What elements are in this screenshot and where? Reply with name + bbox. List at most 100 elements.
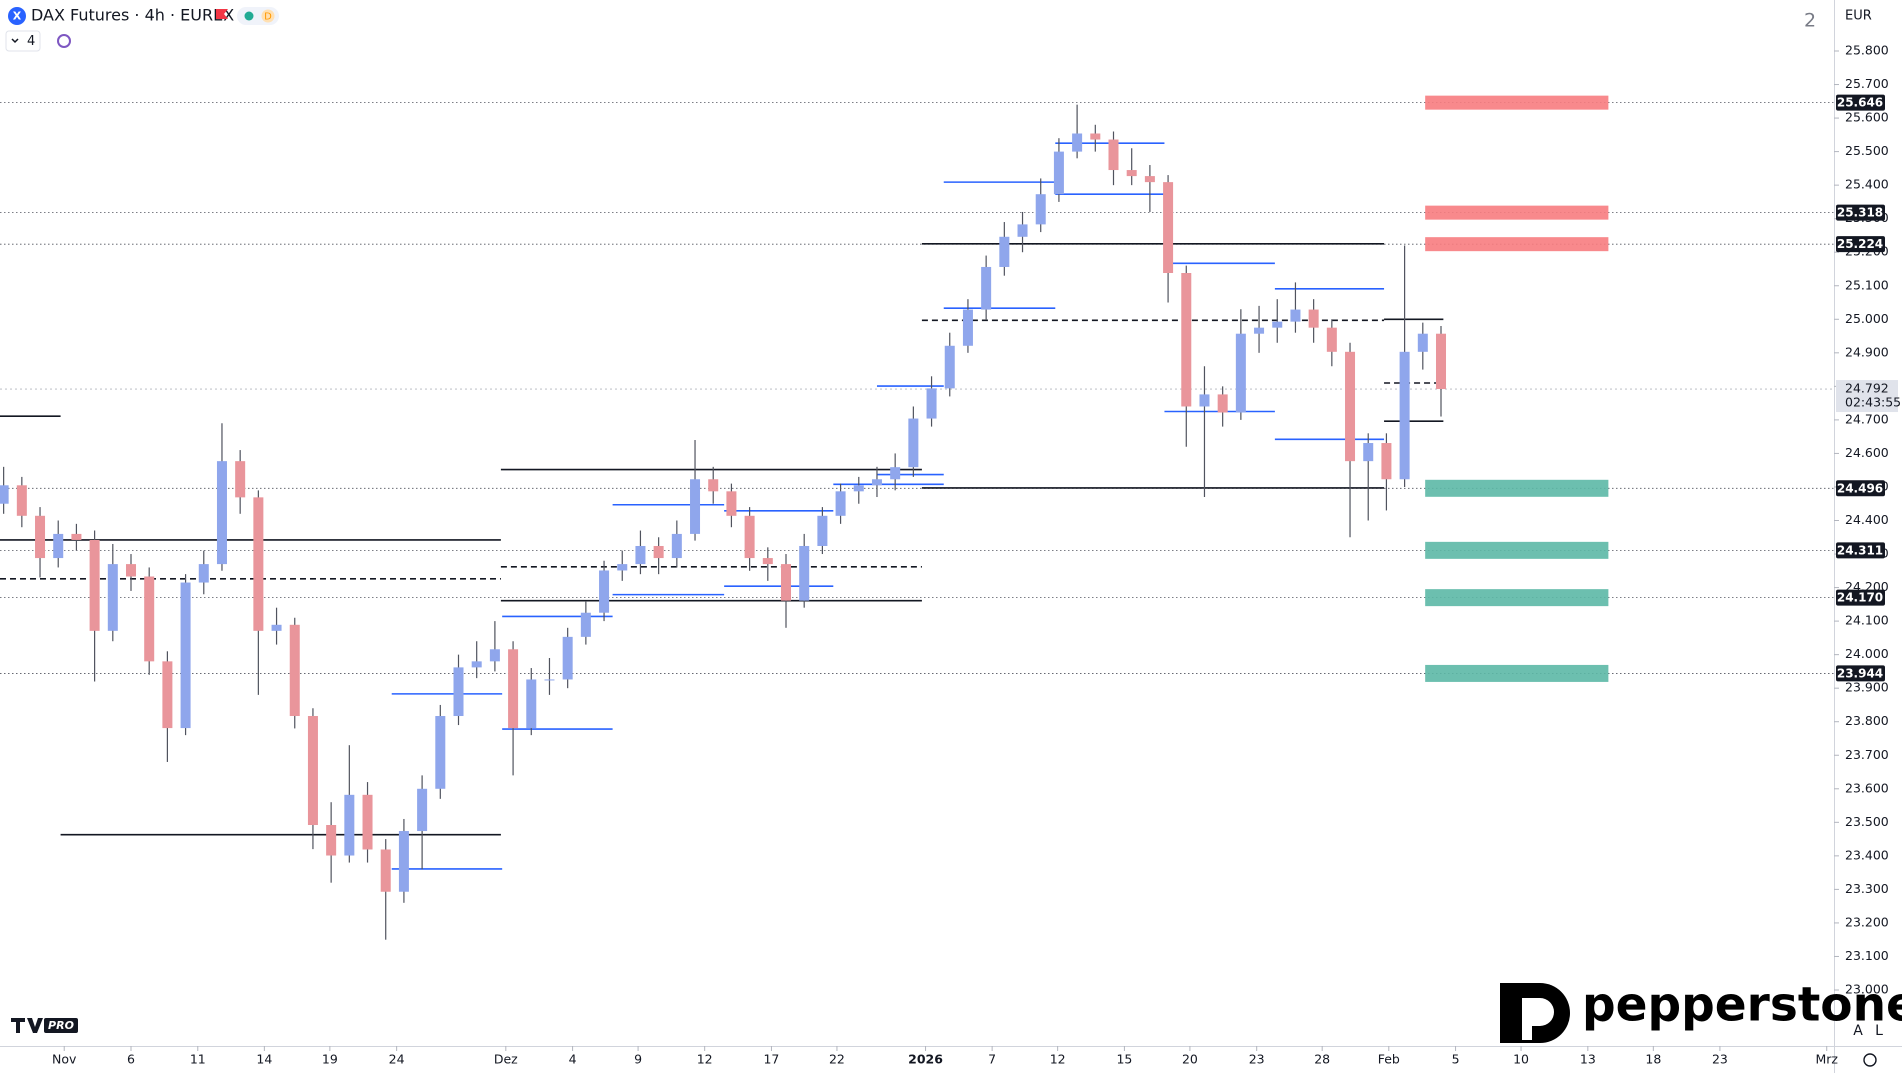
level-label-bg <box>1836 480 1885 497</box>
currency[interactable]: EUR <box>1845 9 1872 24</box>
candle-body <box>635 545 646 565</box>
symbol-icon <box>8 7 26 25</box>
candle-body <box>471 661 482 668</box>
candle-body <box>253 497 264 631</box>
tv-badge: PRO <box>48 1019 74 1032</box>
last-price-label: 24.792 <box>1845 381 1889 396</box>
candle-body <box>526 679 537 729</box>
candle-body <box>671 533 682 559</box>
x-tick-label: 13 <box>1580 1052 1596 1067</box>
y-tick-label: 23.300 <box>1845 881 1889 896</box>
level-label-bg <box>1836 94 1885 111</box>
indicator-button[interactable] <box>5 30 41 52</box>
candle-body <box>1090 133 1101 140</box>
tv-badge-bg <box>44 1018 78 1033</box>
sync-icon[interactable] <box>57 34 71 48</box>
candle-body <box>908 418 919 468</box>
zone <box>1425 541 1609 559</box>
candle-body <box>981 266 992 310</box>
y-tick-label: 25.500 <box>1845 143 1889 158</box>
x-tick-label: 24 <box>389 1052 405 1067</box>
candle-body <box>544 679 555 681</box>
symbol-icon-text: X <box>13 10 22 23</box>
level-label: 24.170 <box>1837 591 1883 605</box>
candle-body <box>1417 333 1428 352</box>
zone <box>1425 479 1609 497</box>
x-tick-label: Feb <box>1378 1052 1400 1067</box>
candle-body <box>1381 443 1392 480</box>
broker-logo: pepperstone <box>1500 978 1902 1043</box>
zone <box>1425 237 1609 252</box>
candle-body <box>398 831 409 892</box>
indicator-toggle[interactable]: 4 <box>5 30 71 52</box>
candle-body <box>1235 333 1246 413</box>
zone <box>1425 589 1609 607</box>
candle-body <box>1017 224 1028 237</box>
candle-body <box>599 570 610 613</box>
candle-body <box>1072 133 1083 152</box>
candle-body <box>890 467 901 480</box>
candle-body <box>653 545 664 559</box>
y-tick-label: 24.700 <box>1845 411 1889 426</box>
candle-body <box>690 479 701 534</box>
level-label-bg <box>1836 542 1885 559</box>
candle-body <box>1108 139 1119 171</box>
logo-text: pepperstone <box>1582 978 1902 1033</box>
zone <box>1425 664 1609 682</box>
badge-text: D <box>264 12 272 23</box>
x-tick-label: 12 <box>1050 1052 1066 1067</box>
candle-body <box>1181 273 1192 407</box>
candle-body <box>417 788 428 832</box>
level-label-bg <box>1836 236 1885 253</box>
y-tick-label: 25.600 <box>1845 110 1889 125</box>
tv-logo: PRO <box>11 1018 78 1033</box>
candle-body <box>835 491 846 516</box>
level-label-bg <box>1836 204 1885 221</box>
x-tick-label: 18 <box>1645 1052 1661 1067</box>
candle-body <box>1254 327 1265 334</box>
candle-body <box>726 491 737 516</box>
symbol-title[interactable]: DAX Futures · 4h · EUREX <box>31 6 234 25</box>
zone <box>1425 205 1609 220</box>
candle-body <box>35 515 46 559</box>
candle-body <box>362 794 373 850</box>
candle-body <box>125 564 137 577</box>
header[interactable]: X DAX Futures · 4h · EUREX D <box>8 6 279 26</box>
log-scale[interactable]: L <box>1875 1023 1883 1039</box>
candle-body <box>198 564 209 583</box>
x-tick-label: 23 <box>1249 1052 1265 1067</box>
candle-body <box>1399 351 1410 480</box>
candle-body <box>1345 351 1356 462</box>
candle-body <box>289 624 300 717</box>
zone <box>1425 95 1609 110</box>
candle-body <box>853 485 864 492</box>
auto-scale[interactable]: A <box>1853 1023 1863 1039</box>
y-tick-label: 25.400 <box>1845 177 1889 192</box>
level-label: 24.311 <box>1837 543 1883 557</box>
candle-body <box>562 636 573 680</box>
candle-body <box>708 479 719 492</box>
candle-body <box>1035 194 1046 225</box>
candle-body <box>89 539 100 631</box>
candle-body <box>780 564 792 601</box>
candle-body <box>944 345 955 389</box>
axes: 25.80025.70025.60025.50025.40025.30025.2… <box>52 43 1901 1067</box>
x-tick-label: 23 <box>1712 1052 1728 1067</box>
x-tick-label: 20 <box>1182 1052 1198 1067</box>
candle-body <box>107 564 118 631</box>
flag-icon[interactable] <box>216 9 228 19</box>
candle-body <box>762 558 773 565</box>
layout-count[interactable]: 2 <box>1804 10 1816 32</box>
candle-body <box>617 564 628 571</box>
candle-body <box>326 825 337 856</box>
chevron <box>11 38 19 44</box>
candle-body <box>380 849 391 892</box>
candle-body <box>1290 309 1301 322</box>
settings-icon[interactable] <box>1863 1053 1877 1067</box>
indicator-count: 4 <box>27 34 35 49</box>
candle-body <box>1126 170 1137 177</box>
x-tick-label: 7 <box>988 1052 996 1067</box>
candle-body <box>53 533 64 559</box>
x-tick-label: 19 <box>322 1052 338 1067</box>
